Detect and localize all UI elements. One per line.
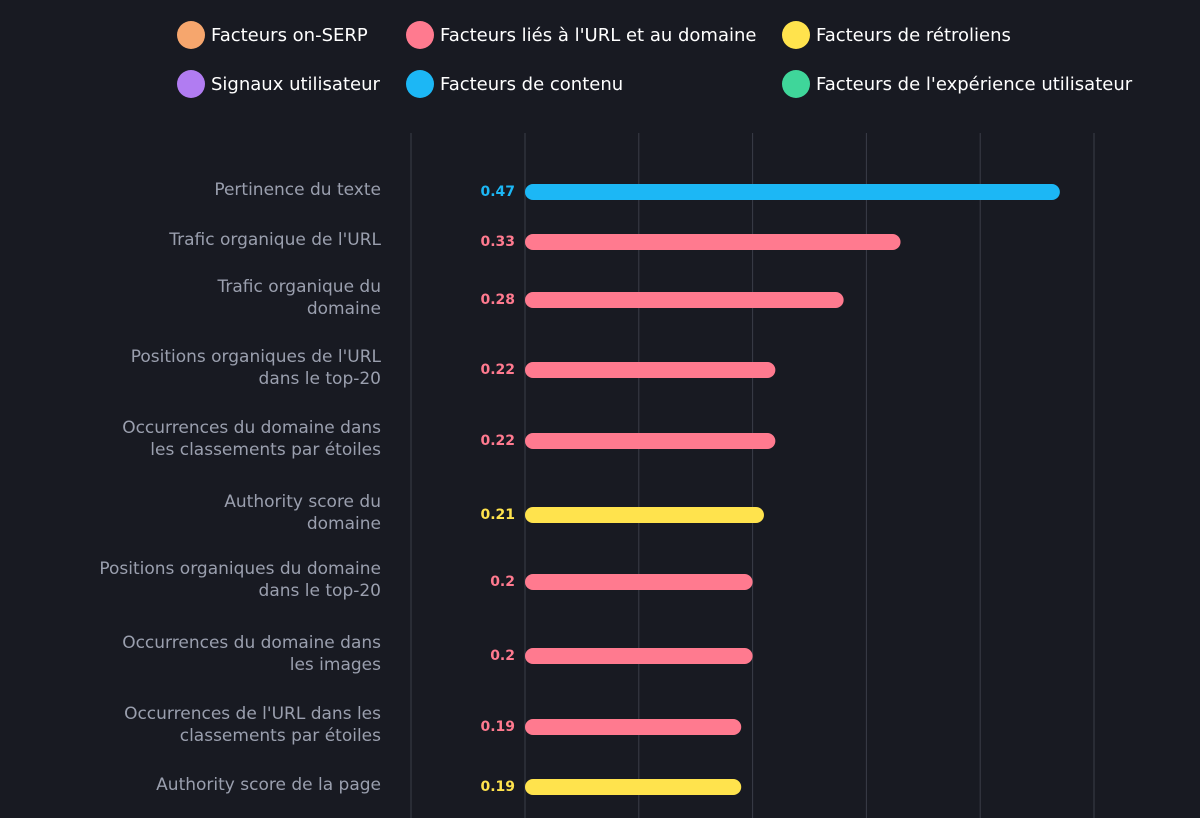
legend-label: Facteurs de contenu — [440, 73, 624, 95]
category-label-line: Authority score du — [224, 492, 381, 512]
legend-dot-icon — [406, 21, 434, 49]
bar[interactable] — [525, 574, 753, 590]
category-label-line: les classements par étoiles — [150, 440, 381, 460]
value-label: 0.21 — [480, 507, 515, 523]
category-label-line: Authority score de la page — [156, 775, 381, 795]
value-label: 0.47 — [480, 184, 515, 200]
legend-label: Facteurs de l'expérience utilisateur — [816, 73, 1133, 95]
legend-dot-icon — [406, 70, 434, 98]
value-label: 0.22 — [480, 362, 515, 378]
value-label: 0.19 — [480, 719, 515, 735]
legend-item-content[interactable]: Facteurs de contenu — [406, 70, 623, 98]
category-label-line: classements par étoiles — [179, 726, 381, 746]
legend-dot-icon — [782, 70, 810, 98]
category-label-line: Trafic organique du — [217, 277, 381, 297]
value-label: 0.2 — [490, 648, 515, 664]
legend-label: Facteurs de rétroliens — [816, 24, 1011, 46]
bar[interactable] — [525, 184, 1060, 200]
bar[interactable] — [525, 362, 776, 378]
bar[interactable] — [525, 433, 776, 449]
value-label: 0.22 — [480, 433, 515, 449]
legend-item-ux[interactable]: Facteurs de l'expérience utilisateur — [782, 70, 1132, 98]
category-label-line: Occurrences de l'URL dans les — [124, 704, 381, 724]
value-label: 0.28 — [480, 292, 515, 308]
category-label-line: domaine — [306, 299, 381, 319]
legend-dot-icon — [177, 70, 205, 98]
category-label: Trafic organique du domaine — [51, 276, 381, 320]
category-label: Authority score de la page — [51, 774, 381, 796]
category-label-line: Occurrences du domaine dans — [122, 418, 381, 438]
category-label: Authority score du domaine — [51, 491, 381, 535]
legend-item-on-serp[interactable]: Facteurs on-SERP — [177, 21, 368, 49]
category-label-line: les images — [289, 655, 381, 675]
category-label: Positions organiques de l'URL dans le top… — [51, 346, 381, 390]
bar[interactable] — [525, 648, 753, 664]
category-label-line: Occurrences du domaine dans — [122, 633, 381, 653]
bar[interactable] — [525, 292, 844, 308]
category-label-line: Trafic organique de l'URL — [169, 230, 381, 250]
category-label: Positions organiques du domaine dans le t… — [51, 558, 381, 602]
legend-item-backlinks[interactable]: Facteurs de rétroliens — [782, 21, 1011, 49]
category-label-line: Positions organiques du domaine — [99, 559, 381, 579]
legend-item-user-signals[interactable]: Signaux utilisateur — [177, 70, 380, 98]
legend-dot-icon — [177, 21, 205, 49]
category-label-line: Pertinence du texte — [214, 180, 381, 200]
category-label: Trafic organique de l'URL — [51, 229, 381, 251]
category-label-line: Positions organiques de l'URL — [130, 347, 381, 367]
legend-dot-icon — [782, 21, 810, 49]
value-label: 0.2 — [490, 574, 515, 590]
legend-label: Facteurs on-SERP — [211, 24, 368, 46]
category-label: Occurrences du domaine dans les images — [51, 632, 381, 676]
bar[interactable] — [525, 234, 901, 250]
bar[interactable] — [525, 779, 742, 795]
category-label: Occurrences de l'URL dans les classements… — [51, 703, 381, 747]
category-label-line: dans le top-20 — [258, 369, 381, 389]
value-label: 0.33 — [480, 234, 515, 250]
category-label-line: domaine — [306, 514, 381, 534]
legend-item-url-domain[interactable]: Facteurs liés à l'URL et au domaine — [406, 21, 756, 49]
category-label: Pertinence du texte — [51, 179, 381, 201]
legend-label: Signaux utilisateur — [211, 73, 380, 95]
legend-label: Facteurs liés à l'URL et au domaine — [440, 24, 757, 46]
category-label: Occurrences du domaine dans les classemen… — [51, 417, 381, 461]
value-label: 0.19 — [480, 779, 515, 795]
category-label-line: dans le top-20 — [258, 581, 381, 601]
bar[interactable] — [525, 507, 764, 523]
bar[interactable] — [525, 719, 742, 735]
